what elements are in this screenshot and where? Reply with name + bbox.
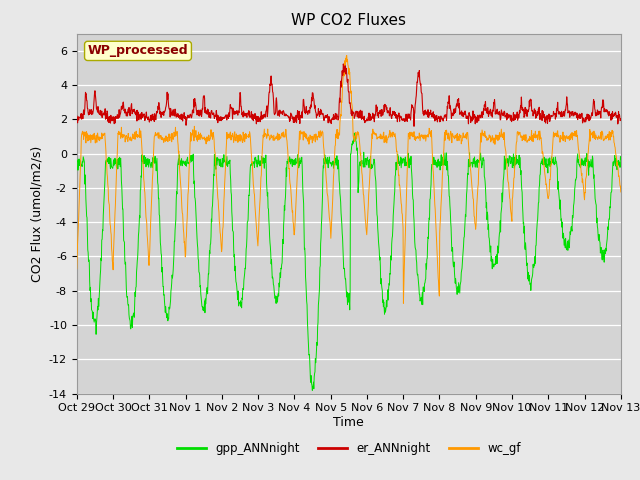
gpp_ANNnight — [505, 159, 513, 165]
er_ANNnight — [505, 112, 513, 118]
gpp_ANNnight — [553, 163, 561, 169]
er_ANNnight — [73, 113, 81, 119]
gpp_ANNnight — [617, 156, 625, 162]
wc_gf — [505, 185, 513, 191]
wc_gf — [255, 228, 262, 233]
wc_gf — [194, 132, 202, 138]
wc_gf — [617, 189, 625, 195]
gpp_ANNnight — [194, 245, 202, 251]
wc_gf — [180, 239, 188, 245]
wc_gf — [73, 266, 81, 272]
Line: wc_gf: wc_gf — [77, 56, 621, 303]
er_ANNnight — [410, 123, 418, 129]
Text: WP_processed: WP_processed — [88, 44, 188, 58]
er_ANNnight — [339, 61, 347, 67]
er_ANNnight — [553, 108, 561, 113]
Line: gpp_ANNnight: gpp_ANNnight — [77, 133, 621, 390]
Y-axis label: CO2 Flux (umol/m2/s): CO2 Flux (umol/m2/s) — [30, 145, 44, 282]
gpp_ANNnight — [434, 163, 442, 169]
er_ANNnight — [180, 115, 188, 121]
gpp_ANNnight — [180, 159, 188, 165]
er_ANNnight — [617, 116, 625, 121]
Legend: gpp_ANNnight, er_ANNnight, wc_gf: gpp_ANNnight, er_ANNnight, wc_gf — [172, 437, 526, 460]
wc_gf — [434, 268, 442, 274]
er_ANNnight — [255, 118, 262, 124]
Title: WP CO2 Fluxes: WP CO2 Fluxes — [291, 13, 406, 28]
wc_gf — [553, 133, 561, 139]
Line: er_ANNnight: er_ANNnight — [77, 64, 621, 126]
er_ANNnight — [194, 108, 202, 113]
gpp_ANNnight — [351, 130, 358, 136]
X-axis label: Time: Time — [333, 416, 364, 429]
wc_gf — [399, 300, 407, 306]
wc_gf — [343, 53, 351, 59]
gpp_ANNnight — [255, 156, 262, 162]
er_ANNnight — [434, 115, 442, 121]
gpp_ANNnight — [73, 156, 81, 162]
gpp_ANNnight — [308, 387, 316, 393]
